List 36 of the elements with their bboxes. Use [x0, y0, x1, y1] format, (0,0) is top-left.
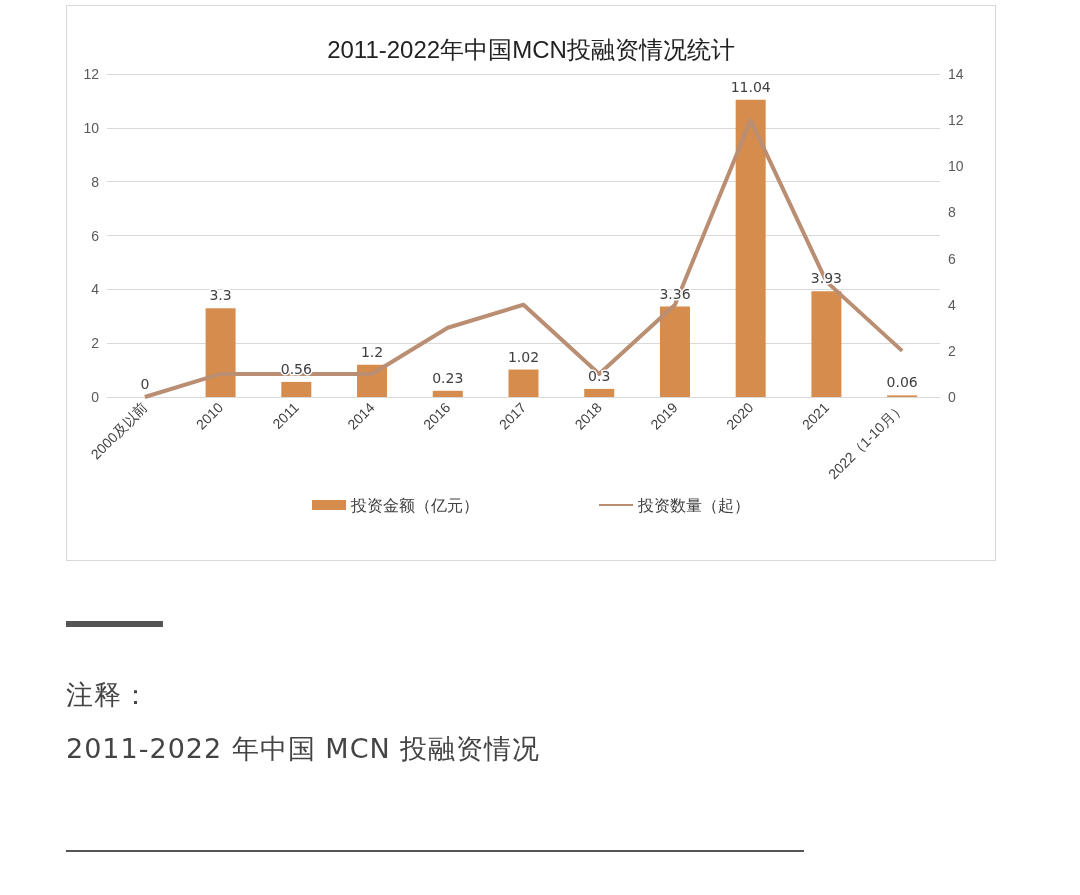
- y2-tick-label: 2: [948, 342, 956, 359]
- chart-title: 2011-2022年中国MCN投融资情况统计: [327, 35, 735, 63]
- y2-tick-label: 12: [948, 112, 964, 129]
- bar: [811, 291, 842, 397]
- bar: [508, 369, 539, 397]
- bar: [432, 390, 463, 397]
- y2-tick-label: 4: [948, 296, 956, 313]
- bar: [205, 308, 236, 397]
- y2-tick-label: 0: [948, 389, 956, 405]
- y-tick-label: 12: [83, 66, 100, 82]
- data-label: 1.2: [360, 343, 384, 360]
- bar: [281, 381, 312, 397]
- y-tick-label: 10: [83, 119, 100, 136]
- y2-tick-label: 14: [948, 66, 964, 82]
- data-label: 1.02: [507, 348, 540, 365]
- data-label: 0.06: [886, 374, 918, 391]
- bar: [735, 99, 766, 397]
- data-label: 0.23: [432, 369, 464, 386]
- y-tick-label: 8: [91, 173, 100, 190]
- bar: [659, 306, 690, 397]
- data-label: 0: [140, 376, 150, 392]
- legend-label: 投资金额（亿元）: [350, 496, 479, 514]
- legend-label: 投资数量（起）: [637, 496, 750, 514]
- text: 2011-2022 年中国 MCN 投融资情况: [66, 732, 541, 766]
- y2-tick-label: 10: [948, 158, 964, 175]
- bar: [584, 388, 615, 397]
- y-tick-label: 4: [91, 281, 100, 298]
- y-tick-label: 2: [91, 335, 100, 352]
- data-label: 3.3: [209, 287, 232, 304]
- y2-tick-label: 6: [948, 250, 956, 267]
- text: 注释：: [66, 678, 151, 712]
- data-label: 0.3: [588, 367, 611, 384]
- data-label: 11.04: [730, 78, 771, 95]
- y-tick-label: 6: [91, 227, 100, 244]
- y2-tick-label: 8: [948, 204, 956, 221]
- y-tick-label: 0: [91, 389, 100, 405]
